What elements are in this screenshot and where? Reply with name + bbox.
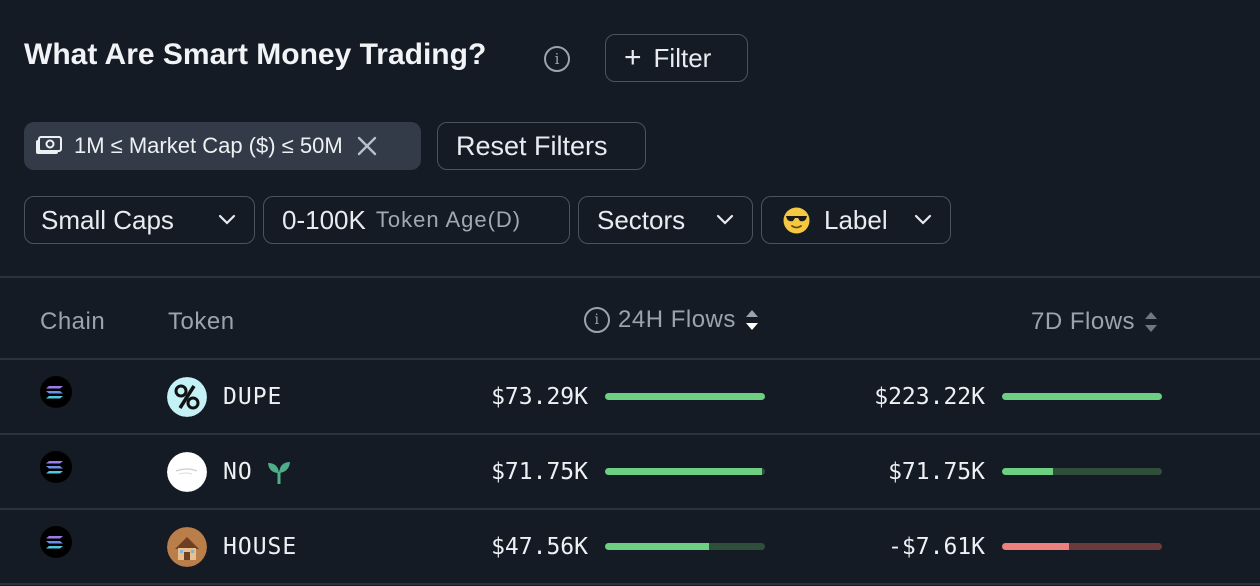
filter-button-label: Filter bbox=[653, 42, 712, 73]
column-header-24h-flows[interactable]: i 24H Flows bbox=[584, 306, 760, 334]
caps-dropdown[interactable]: Small Caps bbox=[24, 196, 255, 244]
token-age-label: Token Age(D) bbox=[375, 207, 522, 232]
caps-dropdown-label: Small Caps bbox=[41, 204, 174, 235]
reset-filters-button[interactable]: Reset Filters bbox=[437, 122, 646, 170]
bar-track bbox=[1053, 468, 1162, 475]
flow-7d-value: -$7.61K bbox=[888, 534, 985, 560]
sort-icon[interactable] bbox=[1143, 309, 1159, 335]
column-header-24h-label: 24H Flows bbox=[618, 306, 736, 333]
column-header-token: Token bbox=[168, 308, 235, 335]
token-name[interactable]: HOUSE bbox=[223, 534, 298, 560]
solana-chain-icon bbox=[40, 526, 72, 558]
flow-7d-value: $71.75K bbox=[888, 459, 985, 485]
flow-24h-value: $47.56K bbox=[491, 534, 588, 560]
sort-descending-icon[interactable] bbox=[744, 307, 760, 333]
close-icon[interactable] bbox=[355, 134, 379, 158]
bar-track bbox=[761, 468, 765, 475]
add-filter-button[interactable]: + Filter bbox=[605, 34, 748, 82]
flow-7d-value: $223.22K bbox=[874, 384, 985, 410]
dupe-token-logo bbox=[167, 377, 207, 417]
chevron-down-icon bbox=[218, 214, 236, 225]
token-name[interactable]: DUPE bbox=[223, 384, 283, 410]
bar-fill bbox=[1002, 543, 1070, 550]
bar-fill bbox=[1002, 393, 1162, 400]
label-dropdown-label: Label bbox=[824, 204, 888, 235]
bar-fill bbox=[605, 393, 765, 400]
cash-icon bbox=[36, 136, 62, 154]
column-header-7d-flows[interactable]: 7D Flows bbox=[1031, 308, 1159, 336]
token-name[interactable]: NO bbox=[223, 459, 253, 485]
sunglasses-emoji-icon bbox=[783, 207, 810, 233]
token-age-value: 0-100K bbox=[282, 204, 366, 235]
table-row[interactable]: DUPE $73.29K $223.22K bbox=[0, 360, 1260, 433]
info-icon[interactable]: i bbox=[544, 46, 570, 72]
bar-fill bbox=[1002, 468, 1054, 475]
table-row[interactable]: HOUSE $47.56K -$7.61K bbox=[0, 510, 1260, 583]
plus-icon: + bbox=[624, 41, 642, 74]
flow-7d-bar bbox=[1002, 468, 1162, 475]
divider bbox=[0, 276, 1260, 278]
bar-fill bbox=[605, 468, 762, 475]
sprout-icon bbox=[268, 462, 290, 484]
flow-24h-value: $73.29K bbox=[491, 384, 588, 410]
no-token-logo bbox=[167, 452, 207, 492]
solana-chain-icon bbox=[40, 376, 72, 408]
token-age-filter[interactable]: 0-100K Token Age(D) bbox=[263, 196, 570, 244]
divider bbox=[0, 358, 1260, 360]
house-token-logo bbox=[167, 527, 207, 567]
column-header-chain: Chain bbox=[40, 308, 106, 335]
sectors-dropdown[interactable]: Sectors bbox=[578, 196, 753, 244]
bar-track bbox=[1069, 543, 1162, 550]
sectors-dropdown-label: Sectors bbox=[597, 204, 686, 235]
bar-track bbox=[709, 543, 765, 550]
divider bbox=[0, 433, 1260, 435]
divider bbox=[0, 583, 1260, 585]
bar-fill bbox=[605, 543, 709, 550]
flow-24h-bar bbox=[605, 393, 765, 400]
flow-7d-bar bbox=[1002, 393, 1162, 400]
flow-7d-bar bbox=[1002, 543, 1162, 550]
chevron-down-icon bbox=[716, 214, 734, 225]
market-cap-filter-chip[interactable]: 1M ≤ Market Cap ($) ≤ 50M bbox=[24, 122, 421, 170]
chevron-down-icon bbox=[914, 214, 932, 225]
flow-24h-value: $71.75K bbox=[491, 459, 588, 485]
divider bbox=[0, 508, 1260, 510]
page-title: What Are Smart Money Trading? bbox=[24, 38, 487, 71]
table-row[interactable]: NO $71.75K $71.75K bbox=[0, 435, 1260, 508]
flow-24h-bar bbox=[605, 543, 765, 550]
market-cap-filter-label: 1M ≤ Market Cap ($) ≤ 50M bbox=[74, 133, 343, 158]
info-icon[interactable]: i bbox=[584, 307, 610, 333]
label-dropdown[interactable]: Label bbox=[761, 196, 951, 244]
solana-chain-icon bbox=[40, 451, 72, 483]
flow-24h-bar bbox=[605, 468, 765, 475]
column-header-7d-label: 7D Flows bbox=[1031, 308, 1136, 335]
